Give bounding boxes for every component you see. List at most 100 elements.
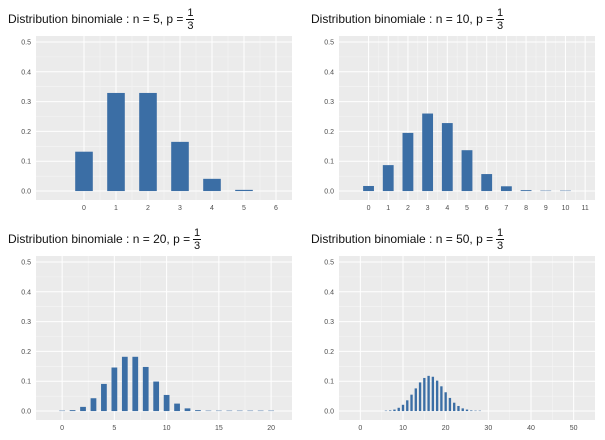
x-tick-label: 6 (274, 205, 278, 212)
x-tick-label: 4 (210, 205, 214, 212)
bar (389, 410, 392, 412)
y-tick-label: 0.5 (21, 39, 31, 46)
bar (406, 400, 409, 412)
bar (414, 388, 417, 412)
bar (397, 407, 400, 412)
x-tick-label: 5 (112, 425, 116, 432)
x-tick-label: 0 (367, 205, 371, 212)
bar (461, 150, 473, 192)
y-tick-label: 0.0 (324, 189, 334, 196)
bar (195, 410, 201, 412)
bar (402, 132, 414, 192)
chart-panel-n50: Distribution binomiale : n = 50, p = 1 3… (303, 220, 605, 440)
y-tick-label: 0.0 (324, 409, 334, 416)
y-tick-label: 0.1 (324, 379, 334, 386)
bar (132, 356, 139, 412)
x-tick-label: 15 (215, 425, 223, 432)
y-tick-label: 0.4 (21, 69, 31, 76)
fraction: 1 3 (193, 226, 202, 252)
x-tick-label: 7 (504, 205, 508, 212)
bar (401, 404, 405, 412)
y-tick-label: 0.1 (324, 159, 334, 166)
plot-background (36, 256, 292, 420)
bar (235, 189, 253, 192)
bar (139, 92, 157, 192)
bar (80, 406, 86, 412)
y-tick-label: 0.4 (324, 69, 334, 76)
fraction-numerator: 1 (187, 6, 194, 19)
bar (142, 366, 149, 412)
x-tick-label: 40 (527, 425, 535, 432)
chart-title: Distribution binomiale : n = 50, p = 1 3 (311, 224, 505, 254)
y-tick-label: 0.4 (21, 289, 31, 296)
y-tick-label: 0.3 (21, 319, 31, 326)
bar (431, 376, 435, 412)
y-tick-label: 0.3 (21, 99, 31, 106)
y-tick-label: 0.2 (324, 129, 334, 136)
chart-plot: 0.0 0.1 0.2 0.3 0.4 0.5 0 5 10 15 20 (21, 256, 292, 432)
chart-panel-n5: Distribution binomiale : n = 5, p = 1 3 … (0, 0, 302, 220)
bar (427, 375, 430, 412)
bar (203, 178, 221, 192)
x-tick-label: 3 (178, 205, 182, 212)
chart-title: Distribution binomiale : n = 10, p = 1 3 (311, 4, 505, 34)
x-tick-label: 10 (399, 425, 407, 432)
bar (457, 405, 460, 412)
bar (382, 165, 394, 192)
bar (363, 185, 374, 192)
fraction-numerator: 1 (194, 226, 201, 239)
y-tick-label: 0.5 (324, 39, 334, 46)
chart-plot: 0.0 0.1 0.2 0.3 0.4 0.5 0 10 20 30 40 50 (324, 256, 595, 432)
bar (90, 398, 97, 412)
x-tick-label: 0 (358, 425, 362, 432)
bar (461, 408, 464, 412)
x-tick-label: 10 (562, 205, 570, 212)
chart-plot: 0.0 0.1 0.2 0.3 0.4 0.5 0 1 2 3 4 5 6 7 8 9 10 11 (324, 36, 595, 212)
fraction: 1 3 (496, 6, 505, 32)
x-tick-label: 5 (242, 205, 246, 212)
y-tick-label: 0.2 (324, 349, 334, 356)
bar (441, 123, 453, 192)
y-tick-label: 0.5 (324, 259, 334, 266)
bar (435, 380, 439, 412)
fraction-numerator: 1 (497, 6, 504, 19)
x-tick-label: 0 (82, 205, 86, 212)
x-tick-label: 20 (267, 425, 275, 432)
bar (481, 174, 493, 192)
bar (440, 386, 443, 412)
bar (111, 367, 118, 412)
bar (75, 151, 93, 192)
x-tick-label: 11 (582, 205, 589, 212)
x-tick-label: 2 (406, 205, 410, 212)
bar (470, 410, 473, 412)
chart-title-text: Distribution binomiale : n = 50, p = (311, 232, 494, 246)
bar (107, 92, 125, 192)
bar (418, 382, 422, 412)
chart-panel-n20: Distribution binomiale : n = 20, p = 1 3… (0, 220, 302, 440)
bar (393, 409, 396, 412)
fraction-numerator: 1 (497, 226, 504, 239)
x-tick-label: 9 (544, 205, 548, 212)
fraction: 1 3 (496, 226, 505, 252)
x-tick-label: 2 (146, 205, 150, 212)
x-tick-label: 6 (485, 205, 489, 212)
y-tick-label: 0.0 (21, 409, 31, 416)
bar (500, 186, 512, 192)
bar (174, 403, 180, 412)
chart-panel-n10: Distribution binomiale : n = 10, p = 1 3… (303, 0, 605, 220)
bar (410, 394, 413, 412)
bar (423, 377, 426, 412)
x-tick-label: 3 (426, 205, 430, 212)
chart-title: Distribution binomiale : n = 20, p = 1 3 (8, 224, 202, 254)
chart-title-text: Distribution binomiale : n = 20, p = (8, 232, 191, 246)
chart-title-text: Distribution binomiale : n = 10, p = (311, 12, 494, 26)
bar (171, 141, 189, 192)
y-tick-label: 0.4 (324, 289, 334, 296)
x-tick-label: 8 (524, 205, 528, 212)
x-tick-label: 1 (114, 205, 118, 212)
chart-title-text: Distribution binomiale : n = 5, p = (8, 12, 184, 26)
bar (448, 397, 452, 412)
bar (69, 410, 76, 412)
fraction-denominator: 3 (194, 239, 201, 252)
x-tick-label: 4 (445, 205, 449, 212)
